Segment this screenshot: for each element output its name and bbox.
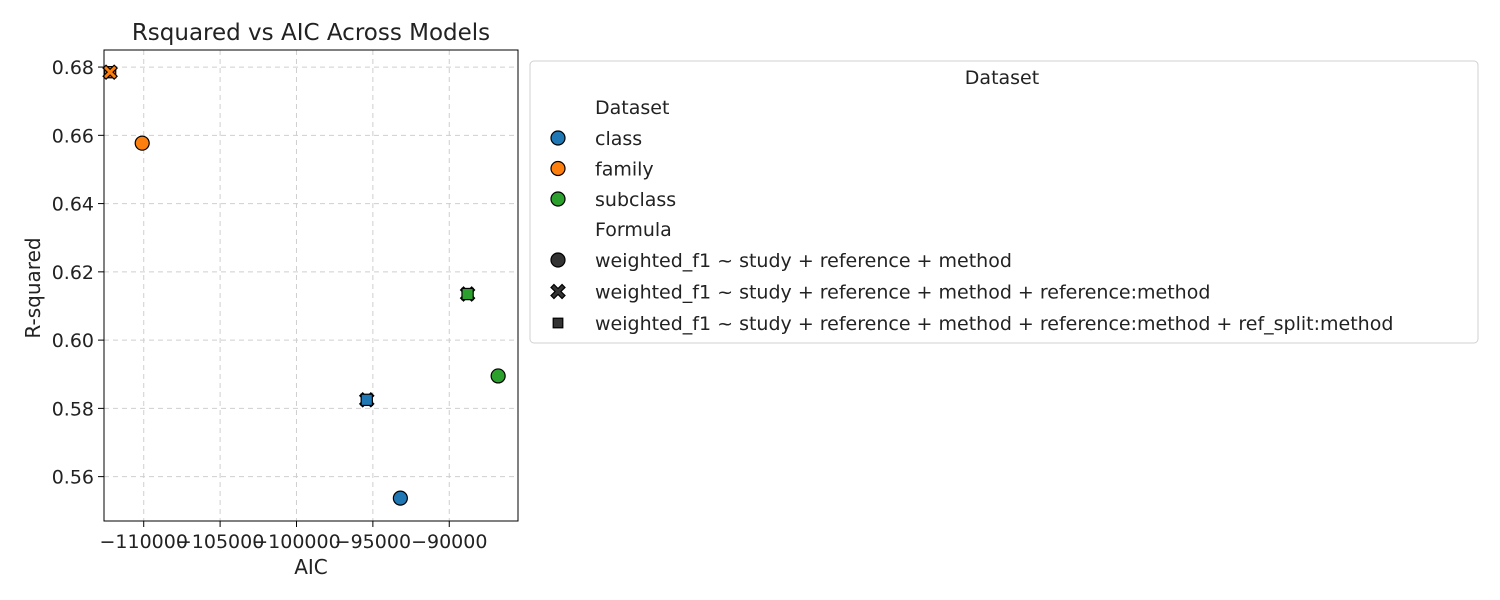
- legend-marker-family: [550, 160, 566, 177]
- data-points: [102, 64, 506, 506]
- legend-style-heading: Formula: [595, 219, 672, 241]
- legend-marker-formula-3: [552, 317, 564, 329]
- chart-title: Rsquared vs AIC Across Models: [132, 20, 490, 46]
- legend-marker-formula-2: [550, 283, 566, 300]
- y-tick-label: 0.64: [52, 194, 94, 216]
- x-axis-label: AIC: [294, 555, 328, 579]
- legend-marker-subclass: [550, 191, 566, 207]
- legend-label-class: class: [595, 128, 642, 150]
- data-point-family-circle: [134, 135, 150, 151]
- y-tick-label: 0.56: [52, 467, 94, 489]
- legend-title: Dataset: [965, 67, 1039, 89]
- legend-hue-heading: Dataset: [595, 97, 669, 119]
- data-point-class-circle: [392, 490, 408, 506]
- y-tick-label: 0.68: [52, 57, 94, 79]
- x-tick-label: −95000: [335, 531, 411, 553]
- legend-style-entries: weighted_f1 ~ study + reference + method…: [550, 250, 1393, 335]
- y-tick-label: 0.66: [52, 125, 94, 147]
- legend-label-subclass: subclass: [595, 189, 676, 211]
- y-tick-label: 0.58: [52, 398, 94, 420]
- y-tick-label: 0.62: [52, 262, 94, 284]
- grid-lines: [104, 50, 518, 521]
- data-point-class-square: [360, 393, 373, 407]
- legend-label-family: family: [595, 159, 654, 181]
- x-tick-label: −90000: [411, 531, 487, 553]
- x-tick-label: −100000: [252, 531, 340, 553]
- data-point-subclass-square: [461, 287, 474, 301]
- x-tick-label: −110000: [99, 531, 187, 553]
- y-axis-label: R-squared: [21, 237, 45, 338]
- legend-hue-entries: class family subclass: [550, 128, 676, 211]
- legend-marker-formula-1: [550, 252, 566, 268]
- data-point-family-x: [102, 64, 118, 81]
- y-axis-ticks: 0.56 0.58 0.60 0.62 0.64 0.66 0.68: [52, 57, 104, 489]
- x-tick-label: −105000: [176, 531, 264, 553]
- legend-box: [529, 60, 1479, 344]
- data-point-subclass-circle: [490, 368, 506, 384]
- legend-marker-class: [550, 130, 566, 146]
- y-tick-label: 0.60: [52, 330, 94, 352]
- legend: Dataset Dataset class family subclass Form…: [529, 60, 1479, 344]
- plot-frame: [103, 49, 519, 522]
- legend-label-formula-1: weighted_f1 ~ study + reference + method: [595, 250, 1012, 272]
- x-axis-ticks: −110000−105000−100000−95000 −90000: [99, 521, 487, 553]
- legend-label-formula-2: weighted_f1 ~ study + reference + method…: [595, 282, 1210, 304]
- legend-label-formula-3: weighted_f1 ~ study + reference + method…: [595, 313, 1393, 335]
